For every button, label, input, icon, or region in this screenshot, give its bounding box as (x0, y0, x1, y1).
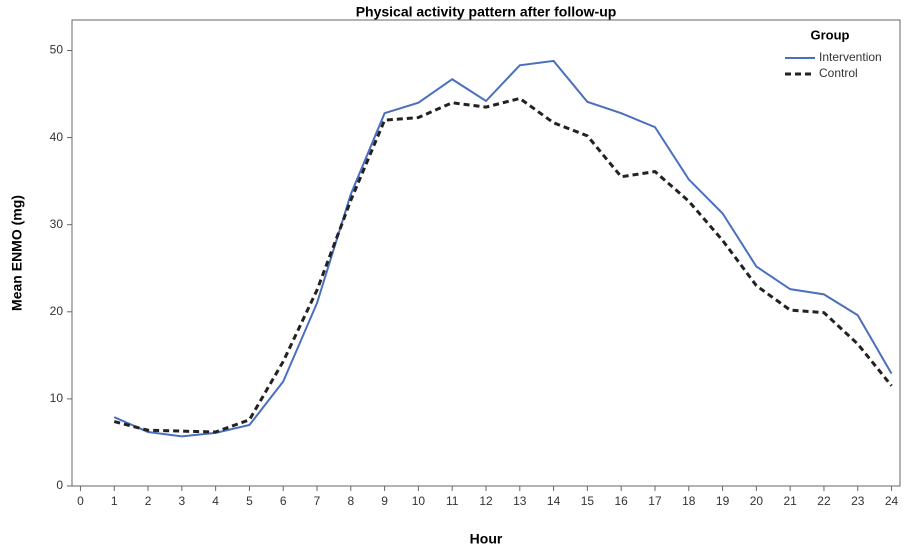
legend-label: Control (819, 66, 858, 80)
y-tick-label: 10 (50, 391, 64, 405)
x-tick-label: 4 (212, 494, 219, 508)
x-tick-label: 14 (547, 494, 561, 508)
x-tick-label: 0 (77, 494, 84, 508)
x-tick-label: 8 (347, 494, 354, 508)
chart-title: Physical activity pattern after follow-u… (356, 4, 617, 20)
x-tick-label: 17 (648, 494, 662, 508)
x-tick-label: 6 (280, 494, 287, 508)
y-tick-label: 50 (50, 43, 64, 57)
x-tick-label: 24 (885, 494, 899, 508)
x-tick-label: 9 (381, 494, 388, 508)
x-tick-label: 13 (513, 494, 527, 508)
x-tick-label: 11 (446, 494, 459, 508)
y-tick-label: 40 (50, 130, 64, 144)
x-tick-label: 19 (716, 494, 730, 508)
y-axis-label: Mean ENMO (mg) (9, 195, 25, 311)
x-tick-label: 3 (178, 494, 185, 508)
x-tick-label: 21 (783, 494, 797, 508)
y-tick-label: 30 (50, 217, 64, 231)
x-tick-label: 2 (145, 494, 152, 508)
plot-frame (71, 19, 901, 487)
x-tick-label: 15 (581, 494, 595, 508)
y-tick-label: 20 (50, 304, 64, 318)
x-axis-label: Hour (470, 531, 503, 547)
legend-label: Intervention (819, 50, 882, 64)
x-tick-label: 18 (682, 494, 696, 508)
series-line (113, 59, 893, 438)
x-tick-label: 12 (479, 494, 493, 508)
y-tick-label: 0 (56, 478, 63, 492)
legend-title: Group (811, 27, 850, 42)
x-tick-label: 23 (851, 494, 865, 508)
x-tick-label: 20 (750, 494, 764, 508)
series-line (113, 96, 893, 434)
x-tick-label: 5 (246, 494, 253, 508)
x-tick-label: 1 (111, 494, 118, 508)
x-tick-label: 16 (615, 494, 629, 508)
x-tick-label: 10 (412, 494, 426, 508)
x-tick-label: 22 (817, 494, 831, 508)
x-tick-label: 7 (314, 494, 321, 508)
